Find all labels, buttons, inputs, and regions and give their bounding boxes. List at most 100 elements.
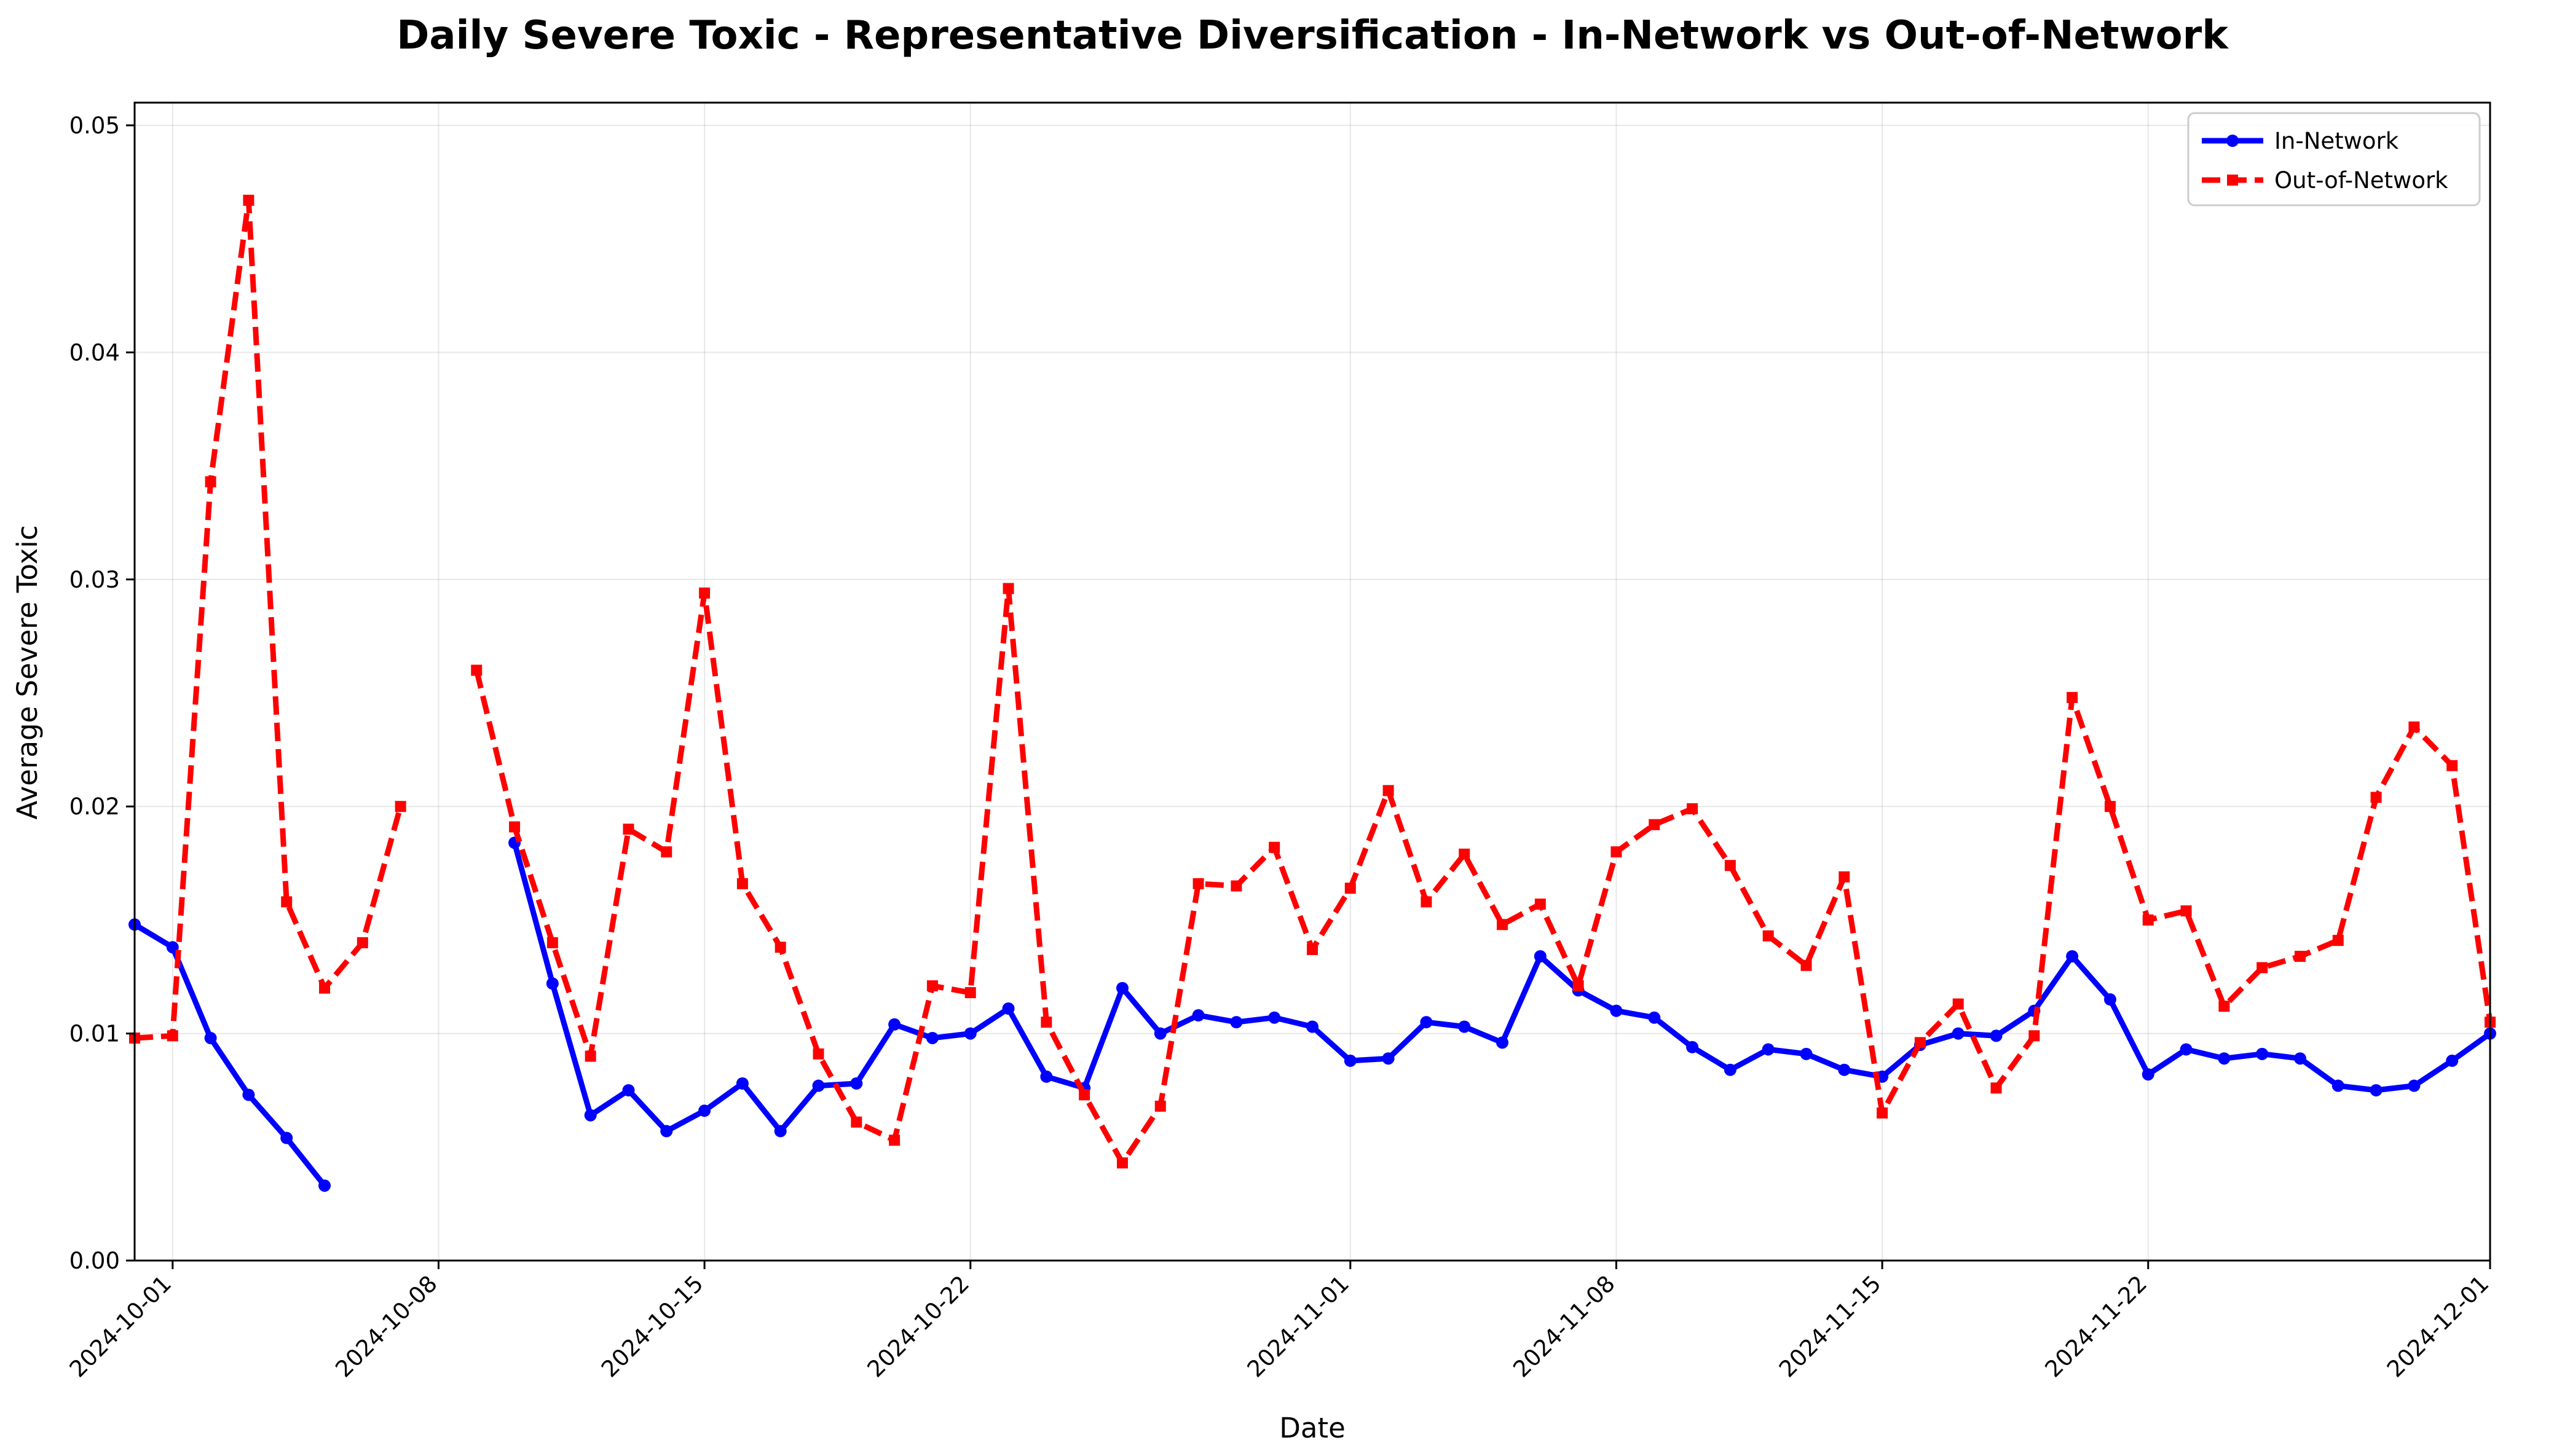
data-point <box>280 1131 293 1144</box>
data-point <box>2103 993 2116 1006</box>
data-point <box>1877 1107 1888 1119</box>
data-point <box>1231 880 1242 892</box>
data-point <box>926 980 938 992</box>
data-point <box>395 801 406 813</box>
data-point <box>2218 1001 2230 1012</box>
data-point <box>622 1084 635 1096</box>
data-point <box>1687 803 1698 814</box>
data-point <box>964 1027 977 1040</box>
data-point <box>1649 819 1660 830</box>
data-point <box>2256 1047 2269 1060</box>
data-point <box>2408 1079 2421 1092</box>
data-point <box>166 941 179 954</box>
data-point <box>1269 841 1280 853</box>
data-point <box>1154 1027 1167 1040</box>
data-point <box>546 937 558 948</box>
data-point <box>205 476 216 487</box>
data-point <box>318 1179 331 1192</box>
data-point <box>926 1031 939 1044</box>
data-point <box>2028 1030 2040 1042</box>
y-tick-label: 0.04 <box>69 339 120 366</box>
y-tick-label: 0.01 <box>69 1021 120 1047</box>
data-point <box>850 1077 863 1090</box>
data-point <box>1952 998 1964 1010</box>
data-point <box>1154 1100 1166 1112</box>
data-point <box>1952 1027 1965 1040</box>
data-point <box>243 194 254 206</box>
y-tick-label: 0.02 <box>69 793 120 820</box>
data-point <box>813 1048 824 1060</box>
data-point <box>2331 1079 2344 1092</box>
data-point <box>1839 871 1850 883</box>
data-point <box>242 1088 255 1101</box>
data-point <box>585 1050 596 1062</box>
data-point <box>1648 1011 1661 1024</box>
data-point <box>2293 1052 2306 1065</box>
chart-title: Daily Severe Toxic - Representative Dive… <box>396 13 2229 58</box>
data-point <box>2332 935 2344 946</box>
data-point <box>661 846 672 858</box>
data-point <box>1420 1016 1433 1029</box>
data-point <box>1534 899 1546 910</box>
y-tick-label: 0.03 <box>69 567 120 593</box>
plot-area-frame <box>133 101 2491 1262</box>
data-point <box>1307 943 1318 955</box>
data-point <box>1192 878 1204 889</box>
legend-label: Out-of-Network <box>2274 167 2448 194</box>
data-point <box>1116 982 1129 994</box>
data-point <box>2446 760 2458 771</box>
y-tick-label: 0.00 <box>69 1248 120 1274</box>
legend-marker <box>2226 135 2239 147</box>
series-line <box>134 197 403 1041</box>
data-point <box>774 1125 787 1138</box>
data-point <box>1800 959 1812 971</box>
data-point <box>1762 1043 1775 1056</box>
data-point <box>319 982 331 994</box>
data-point <box>167 1030 178 1042</box>
data-point <box>699 587 711 599</box>
data-point <box>357 937 368 948</box>
legend: In-Network Out-of-Network <box>2187 112 2481 207</box>
series-layer <box>128 194 2496 1192</box>
data-point <box>471 664 483 676</box>
x-axis-label: Date <box>1279 1412 1346 1444</box>
data-point <box>2294 950 2306 962</box>
data-point <box>1040 1070 1053 1083</box>
data-point <box>1724 1063 1736 1076</box>
data-point <box>660 1125 673 1138</box>
data-point <box>2142 914 2154 926</box>
data-point <box>1421 896 1432 908</box>
data-point <box>546 977 559 990</box>
data-point <box>1686 1041 1699 1053</box>
data-point <box>281 896 293 908</box>
data-point <box>1914 1037 1926 1049</box>
data-point <box>2370 1084 2383 1096</box>
data-point <box>1534 950 1547 962</box>
data-point <box>1382 1052 1395 1065</box>
data-point <box>2446 1054 2459 1067</box>
data-point <box>1762 930 1774 942</box>
legend-marker <box>2227 175 2238 186</box>
data-point <box>698 1104 711 1117</box>
series-line <box>473 586 2493 1166</box>
y-tick-label: 0.05 <box>69 112 120 139</box>
data-point <box>1079 1089 1090 1101</box>
data-point <box>1268 1011 1281 1024</box>
data-point <box>1459 848 1470 860</box>
data-point <box>888 1018 901 1031</box>
legend-label: In-Network <box>2274 128 2399 154</box>
data-point <box>1800 1047 1813 1060</box>
data-point <box>736 878 748 889</box>
data-point <box>1116 1157 1128 1169</box>
series-line <box>133 922 327 1187</box>
data-point <box>204 1031 217 1044</box>
data-point <box>623 824 634 835</box>
data-point <box>812 1079 825 1092</box>
data-point <box>1306 1020 1318 1033</box>
data-point <box>1382 785 1394 797</box>
data-point <box>2142 1068 2154 1081</box>
data-point <box>1458 1020 1471 1033</box>
data-point <box>2067 691 2078 703</box>
